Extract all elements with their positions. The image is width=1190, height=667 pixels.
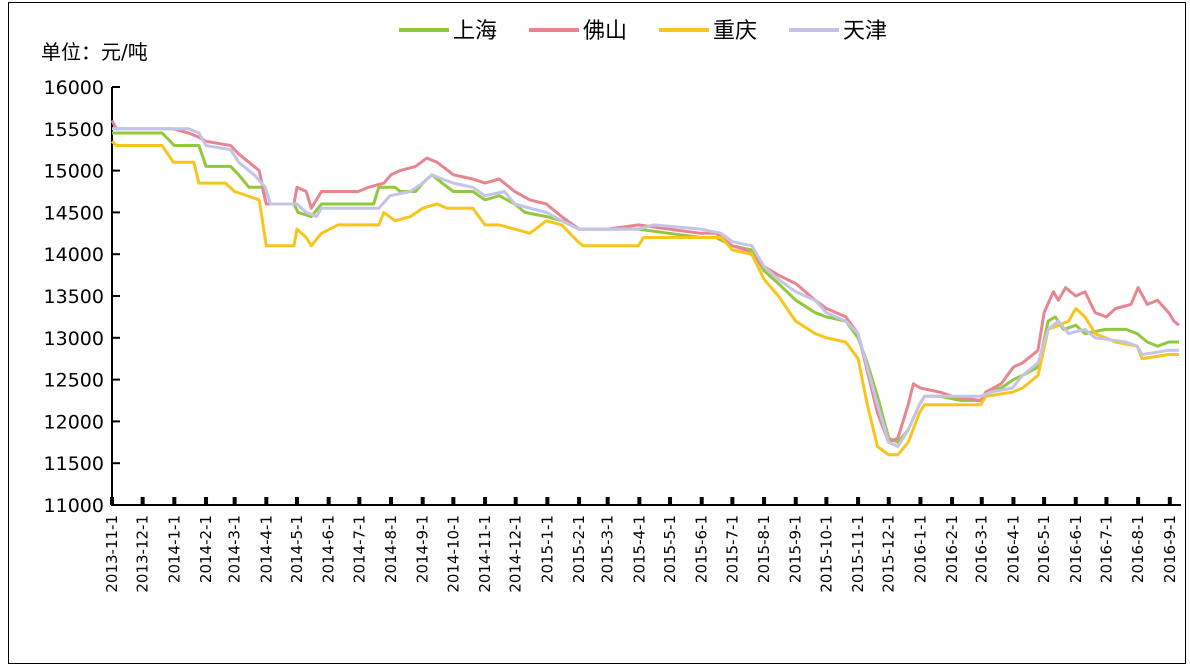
x-tick-label: 2014-5-1 xyxy=(288,515,306,583)
y-tick-label: 11000 xyxy=(44,495,104,517)
x-tick-label: 2016-4-1 xyxy=(1004,515,1022,583)
x-tick-label: 2014-7-1 xyxy=(350,515,368,583)
x-tick-label: 2014-8-1 xyxy=(382,515,400,583)
y-tick-label: 16000 xyxy=(44,77,104,99)
x-tick-label: 2016-6-1 xyxy=(1067,515,1085,583)
x-tick-label: 2016-1-1 xyxy=(911,515,929,583)
x-tick-label: 2015-12-1 xyxy=(880,515,898,593)
x-tick-label: 2015-2-1 xyxy=(570,515,588,583)
x-tick-label: 2014-9-1 xyxy=(414,515,432,583)
series-line xyxy=(112,131,1179,444)
y-tick-label: 13500 xyxy=(44,286,104,308)
y-tick-label: 15500 xyxy=(44,119,104,141)
x-tick-label: 2014-4-1 xyxy=(257,515,275,583)
x-tick-label: 2014-3-1 xyxy=(226,515,244,583)
x-tick-label: 2013-12-1 xyxy=(134,515,152,593)
x-tick-label: 2015-3-1 xyxy=(599,515,617,583)
series-lines xyxy=(110,119,1180,457)
x-tick-label: 2014-1-1 xyxy=(165,515,183,583)
legend: 上海 佛山 重庆 天津 xyxy=(399,19,887,44)
y-tick-label: 14500 xyxy=(44,202,104,224)
x-tick-label: 2014-2-1 xyxy=(197,515,215,583)
chart-frame: 上海 佛山 重庆 天津 单位：元/吨 11000 11500 12000 12500 1300… xyxy=(8,2,1186,664)
x-tick-label: 2016-8-1 xyxy=(1129,515,1147,583)
x-axis: 2013-11-1 2013-12-1 2014-1-1 2014-2-1 2014-3… xyxy=(103,497,1181,593)
legend-label: 重庆 xyxy=(713,19,757,44)
legend-label: 天津 xyxy=(843,19,887,44)
series-line xyxy=(110,119,1180,444)
x-tick-label: 2016-9-1 xyxy=(1161,515,1179,583)
legend-label: 上海 xyxy=(453,19,497,44)
x-tick-label: 2016-5-1 xyxy=(1035,515,1053,583)
x-tick-label: 2015-1-1 xyxy=(538,515,556,583)
series-line xyxy=(110,140,1179,457)
x-tick-label: 2015-6-1 xyxy=(693,515,711,583)
y-tick-label: 11500 xyxy=(44,453,104,475)
x-tick-label: 2014-11-1 xyxy=(476,515,494,593)
series-line xyxy=(112,127,1179,448)
x-tick-label: 2013-11-1 xyxy=(103,515,121,593)
y-tick-label: 12000 xyxy=(44,411,104,433)
x-tick-label: 2016-3-1 xyxy=(973,515,991,583)
legend-label: 佛山 xyxy=(583,19,627,44)
y-tick-label: 14000 xyxy=(44,244,104,266)
x-tick-label: 2016-7-1 xyxy=(1097,515,1115,583)
x-tick-label: 2014-6-1 xyxy=(320,515,338,583)
y-tick-label: 12500 xyxy=(44,370,104,392)
left-edge xyxy=(0,0,6,666)
x-tick-label: 2014-12-1 xyxy=(507,515,525,593)
y-tick-label: 15000 xyxy=(44,161,104,183)
y-axis: 11000 11500 12000 12500 13000 13500 14000 14500… xyxy=(44,77,120,517)
x-tick-label: 2015-11-1 xyxy=(849,515,867,593)
x-tick-label: 2015-8-1 xyxy=(755,515,773,583)
x-tick-label: 2016-2-1 xyxy=(943,515,961,583)
x-tick-label: 2015-10-1 xyxy=(817,515,835,593)
unit-label: 单位：元/吨 xyxy=(41,40,148,64)
x-tick-label: 2015-9-1 xyxy=(787,515,805,583)
x-tick-label: 2015-7-1 xyxy=(723,515,741,583)
x-tick-label: 2014-10-1 xyxy=(444,515,462,593)
x-tick-label: 2015-5-1 xyxy=(661,515,679,583)
line-chart: 上海 佛山 重庆 天津 单位：元/吨 11000 11500 12000 12500 1300… xyxy=(41,19,1181,593)
y-tick-label: 13000 xyxy=(44,328,104,350)
x-tick-label: 2015-4-1 xyxy=(630,515,648,583)
